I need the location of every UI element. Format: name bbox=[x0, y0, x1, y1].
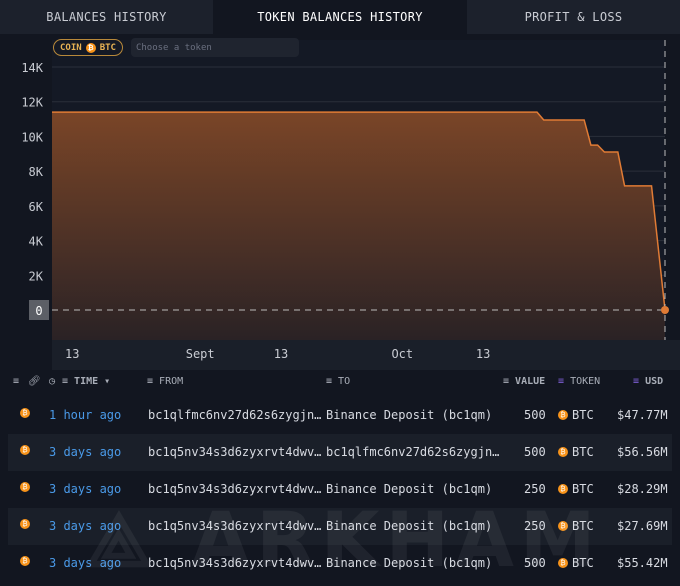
token[interactable]: BTC bbox=[572, 482, 594, 496]
btc-icon: ₿ bbox=[20, 408, 30, 418]
tab-balances-history[interactable]: BALANCES HISTORY bbox=[0, 0, 213, 34]
btc-icon: ₿ bbox=[558, 558, 568, 568]
coin-filter-chip[interactable]: COIN ₿ BTC bbox=[53, 39, 123, 56]
x-axis-band bbox=[52, 340, 680, 370]
current-point bbox=[661, 306, 669, 314]
clock-icon: ◷ bbox=[49, 376, 56, 387]
usd-value: $27.69M bbox=[617, 519, 668, 533]
token[interactable]: BTC bbox=[572, 408, 594, 422]
from-address[interactable]: bc1q5nv34s3d6zyxrvt4dwv… bbox=[148, 482, 322, 496]
balance-area bbox=[52, 112, 665, 340]
table-header: ≡ 🔗︎ ◷ ≡ TIME ▾ ≡ FROM ≡ TO ≡ VALUE ≡ TO… bbox=[0, 372, 680, 392]
from-address[interactable]: bc1q5nv34s3d6zyxrvt4dwv… bbox=[148, 445, 322, 459]
time-link[interactable]: 3 days ago bbox=[49, 445, 122, 459]
btc-icon: ₿ bbox=[20, 519, 30, 529]
x-tick-label: 13 bbox=[476, 347, 490, 361]
chip-token: BTC bbox=[99, 42, 116, 53]
current-value-badge bbox=[29, 300, 49, 320]
x-tick-label: 13 bbox=[65, 347, 79, 361]
time-link[interactable]: 3 days ago bbox=[49, 556, 122, 570]
y-tick-label: 10K bbox=[21, 130, 43, 144]
tab-token-balances-history[interactable]: TOKEN BALANCES HISTORY bbox=[213, 0, 467, 34]
usd-header[interactable]: ≡ USD bbox=[633, 376, 664, 387]
current-value-label: 0 bbox=[35, 304, 42, 318]
to-address[interactable]: Binance Deposit (bc1qm) bbox=[326, 519, 493, 533]
btc-icon: ₿ bbox=[558, 484, 568, 494]
usd-value: $28.29M bbox=[617, 482, 668, 496]
from-address[interactable]: bc1q5nv34s3d6zyxrvt4dwv… bbox=[148, 519, 322, 533]
token[interactable]: BTC bbox=[572, 519, 594, 533]
btc-icon: ₿ bbox=[558, 521, 568, 531]
x-tick-label: Sept bbox=[186, 347, 215, 361]
to-address[interactable]: Binance Deposit (bc1qm) bbox=[326, 408, 493, 422]
value: 250 bbox=[524, 482, 546, 496]
table-row[interactable]: ₿ 3 days ago bc1q5nv34s3d6zyxrvt4dwv… Bi… bbox=[8, 508, 672, 545]
x-tick-label: 13 bbox=[274, 347, 288, 361]
time-link[interactable]: 3 days ago bbox=[49, 482, 122, 496]
token-header[interactable]: ≡ TOKEN bbox=[558, 376, 601, 387]
to-address[interactable]: Binance Deposit (bc1qm) bbox=[326, 482, 493, 496]
time-link[interactable]: 3 days ago bbox=[49, 519, 122, 533]
token[interactable]: BTC bbox=[572, 556, 594, 570]
balance-line bbox=[52, 111, 666, 311]
value: 250 bbox=[524, 519, 546, 533]
link-icon[interactable]: 🔗︎ bbox=[28, 376, 41, 387]
from-address[interactable]: bc1q5nv34s3d6zyxrvt4dwv… bbox=[148, 556, 322, 570]
table-row[interactable]: ₿ 3 days ago bc1q5nv34s3d6zyxrvt4dwv… bc… bbox=[8, 434, 672, 471]
y-tick-label: 6K bbox=[29, 200, 44, 214]
btc-icon: ₿ bbox=[20, 445, 30, 455]
time-link[interactable]: 1 hour ago bbox=[49, 408, 122, 422]
table-row[interactable]: ₿ 1 hour ago bc1qlfmc6nv27d62s6zygjn… Bi… bbox=[8, 397, 672, 434]
tab-bar: BALANCES HISTORY TOKEN BALANCES HISTORY … bbox=[0, 0, 680, 34]
to-address[interactable]: bc1qlfmc6nv27d62s6zygjn… bbox=[326, 445, 500, 459]
btc-icon: ₿ bbox=[85, 42, 96, 53]
filter-icon[interactable]: ≡ bbox=[13, 376, 20, 387]
token-search-input[interactable] bbox=[130, 38, 299, 57]
btc-icon: ₿ bbox=[20, 482, 30, 492]
from-address[interactable]: bc1qlfmc6nv27d62s6zygjn… bbox=[148, 408, 322, 422]
x-tick-label: Oct bbox=[391, 347, 413, 361]
chart-filters: COIN ₿ BTC bbox=[53, 38, 299, 57]
btc-icon: ₿ bbox=[20, 556, 30, 566]
token[interactable]: BTC bbox=[572, 445, 594, 459]
usd-value: $56.56M bbox=[617, 445, 668, 459]
y-tick-label: 2K bbox=[29, 269, 44, 283]
y-tick-label: 14K bbox=[21, 61, 43, 75]
time-header[interactable]: ≡ TIME ▾ bbox=[62, 376, 111, 387]
y-tick-label: 8K bbox=[29, 165, 44, 179]
btc-icon: ₿ bbox=[558, 447, 568, 457]
table-row[interactable]: ₿ 3 days ago bc1q5nv34s3d6zyxrvt4dwv… Bi… bbox=[8, 471, 672, 508]
btc-icon: ₿ bbox=[558, 410, 568, 420]
y-tick-label: 4K bbox=[29, 235, 44, 249]
to-address[interactable]: Binance Deposit (bc1qm) bbox=[326, 556, 493, 570]
table-row[interactable]: ₿ 3 days ago bc1q5nv34s3d6zyxrvt4dwv… Bi… bbox=[8, 545, 672, 582]
token-balance-chart: 2K 4K 6K 8K 10K 12K 14K 0 13 Sept 13 Oct 13 bbox=[21, 40, 680, 370]
value: 500 bbox=[524, 445, 546, 459]
value: 500 bbox=[524, 556, 546, 570]
tab-profit-loss[interactable]: PROFIT & LOSS bbox=[467, 0, 680, 34]
to-header[interactable]: ≡ TO bbox=[326, 376, 351, 387]
usd-value: $55.42M bbox=[617, 556, 668, 570]
from-header[interactable]: ≡ FROM bbox=[147, 376, 184, 387]
y-tick-label: 12K bbox=[21, 96, 43, 110]
usd-value: $47.77M bbox=[617, 408, 668, 422]
value-header[interactable]: ≡ VALUE bbox=[503, 376, 546, 387]
chip-prefix: COIN bbox=[60, 42, 82, 53]
value: 500 bbox=[524, 408, 546, 422]
